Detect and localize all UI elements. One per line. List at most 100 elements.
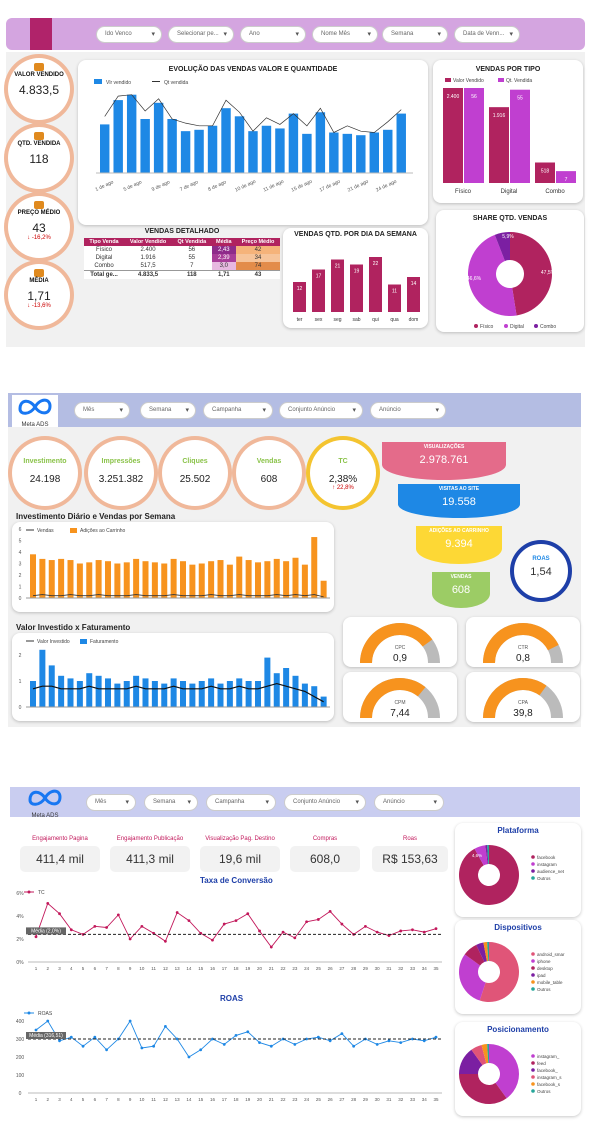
y-tick: 300 — [16, 1037, 25, 1043]
filter-dropdown[interactable]: Mês — [74, 402, 130, 419]
x-tick: 33 — [410, 1097, 416, 1102]
y-tick: 3 — [19, 562, 22, 568]
table-cell: Total ge... — [84, 270, 125, 279]
gauge-value: 0,8 — [516, 653, 530, 664]
x-tick: 22 — [281, 1097, 287, 1102]
legend-label: facebook — [537, 855, 556, 860]
kpi-label: TC — [338, 458, 348, 465]
pie-slice — [464, 944, 485, 966]
kpi-delta: ↓ -16,2% — [27, 235, 51, 241]
x-tick: 7 — [105, 966, 108, 971]
bar — [396, 113, 406, 173]
filter-dropdown[interactable]: Semana — [144, 794, 198, 811]
y-tick: 100 — [16, 1073, 25, 1079]
bar — [510, 89, 530, 183]
bar — [167, 119, 177, 173]
y-tick: 6 — [19, 527, 22, 533]
filter-dropdown[interactable]: Semana — [140, 402, 196, 419]
legend-label: Qt vendida — [164, 80, 188, 86]
x-tick: seg — [333, 317, 341, 323]
x-tick: 34 — [422, 1097, 428, 1102]
filter-dropdown[interactable]: Selecionar pe... — [168, 26, 234, 43]
investment-chart: Vendas Adições ao Carrinho 0 1 2 3 4 5 6 — [12, 522, 334, 612]
bar — [86, 673, 93, 707]
bar — [153, 102, 164, 173]
y-tick: 1 — [19, 585, 22, 591]
x-tick: 1 de ago — [94, 179, 114, 193]
bar — [95, 560, 102, 598]
posicionamento-svg: instagram_feed facebook_ instagram_sfacebo… — [459, 1044, 562, 1104]
kpi-circle: QTD. VENDIDA 118 — [8, 127, 70, 189]
table-cell: 2,39 — [211, 254, 237, 262]
filter-dropdown[interactable]: Conjunto Anúncio — [279, 402, 363, 419]
meta-ads-logo-3: Meta ADS — [22, 786, 68, 819]
kpi-circle: Impressões 3.251.382 — [88, 440, 154, 506]
pie-slice — [510, 232, 552, 316]
kpi-icon — [34, 132, 44, 140]
x-tick: 29 — [363, 1097, 369, 1102]
evolution-title: EVOLUÇÃO DAS VENDAS VALOR E QUANTIDADE — [168, 66, 338, 73]
legend-label: Qt. Vendida — [506, 78, 532, 84]
kpi-label: Roas — [402, 836, 417, 842]
filter-dropdown[interactable]: Semana — [382, 26, 448, 43]
filter-dropdown[interactable]: Mês — [86, 794, 136, 811]
bar — [331, 259, 344, 312]
x-tick: 5 — [82, 1097, 85, 1102]
bar — [535, 162, 555, 183]
filter-dropdown[interactable]: Campanha — [203, 402, 273, 419]
gauge-fill — [360, 678, 426, 719]
bar — [245, 560, 252, 598]
data-label: 47,5% — [541, 270, 556, 276]
bar — [114, 683, 121, 707]
x-tick: 35 — [433, 1097, 439, 1102]
bar — [312, 269, 325, 312]
y-tick: 2 — [19, 653, 22, 659]
bar — [58, 675, 65, 707]
bar — [105, 678, 111, 707]
kpi-delta: ↓ -13,6% — [27, 303, 51, 309]
legend-dot — [504, 324, 508, 328]
legend-label: instagram_ — [537, 1054, 560, 1059]
legend-label: Físico — [480, 324, 494, 330]
kpi-label: Impressões — [101, 458, 141, 465]
bar — [464, 88, 484, 183]
x-tick: 10 — [139, 966, 145, 971]
x-tick: 32 — [398, 966, 404, 971]
kpi-delta: ↑ 22,8% — [332, 485, 354, 491]
x-tick: 3 — [58, 966, 61, 971]
table-cell: 34 — [236, 254, 280, 262]
x-tick: 34 — [422, 966, 428, 971]
average-label: Média (2,0%) — [31, 928, 61, 934]
filter-dropdown[interactable]: Campanha — [206, 794, 276, 811]
gauge-value: 0,9 — [393, 653, 407, 664]
bar — [161, 563, 168, 598]
legend-swatch — [94, 79, 102, 84]
x-tick: 3 — [58, 1097, 61, 1102]
legend-label: Outros — [537, 987, 551, 992]
bar — [30, 554, 36, 598]
table-row: Combo 517,5 7 3,0 74 — [84, 262, 280, 271]
filter-dropdown[interactable]: Conjunto Anúncio — [284, 794, 366, 811]
bar — [293, 282, 306, 312]
legend-dot — [531, 966, 535, 970]
filter-dropdown[interactable]: Anúncio — [370, 402, 446, 419]
y-tick: 2 — [19, 573, 22, 579]
gauge-label: CPA — [518, 700, 529, 706]
bar — [315, 112, 326, 173]
filter-dropdown[interactable]: Anúncio — [374, 794, 444, 811]
x-tick: 24 — [304, 1097, 310, 1102]
x-tick: 25 — [316, 966, 322, 971]
gauge-card: CPM 7,44 — [343, 672, 457, 722]
x-tick: 20 — [257, 966, 263, 971]
filter-dropdown[interactable]: Ido Venco — [96, 26, 162, 43]
filter-dropdown[interactable]: Ano — [240, 26, 306, 43]
bar — [114, 563, 121, 598]
bar — [301, 683, 308, 707]
filter-dropdown[interactable]: Data de Venn... — [454, 26, 520, 43]
pie-slice — [489, 1044, 519, 1099]
data-label: 17 — [316, 274, 322, 280]
filter-dropdown[interactable]: Nome Mês — [312, 26, 378, 43]
table-cell: 2,43 — [211, 246, 237, 254]
bar — [283, 668, 290, 707]
legend-dot — [531, 980, 535, 984]
